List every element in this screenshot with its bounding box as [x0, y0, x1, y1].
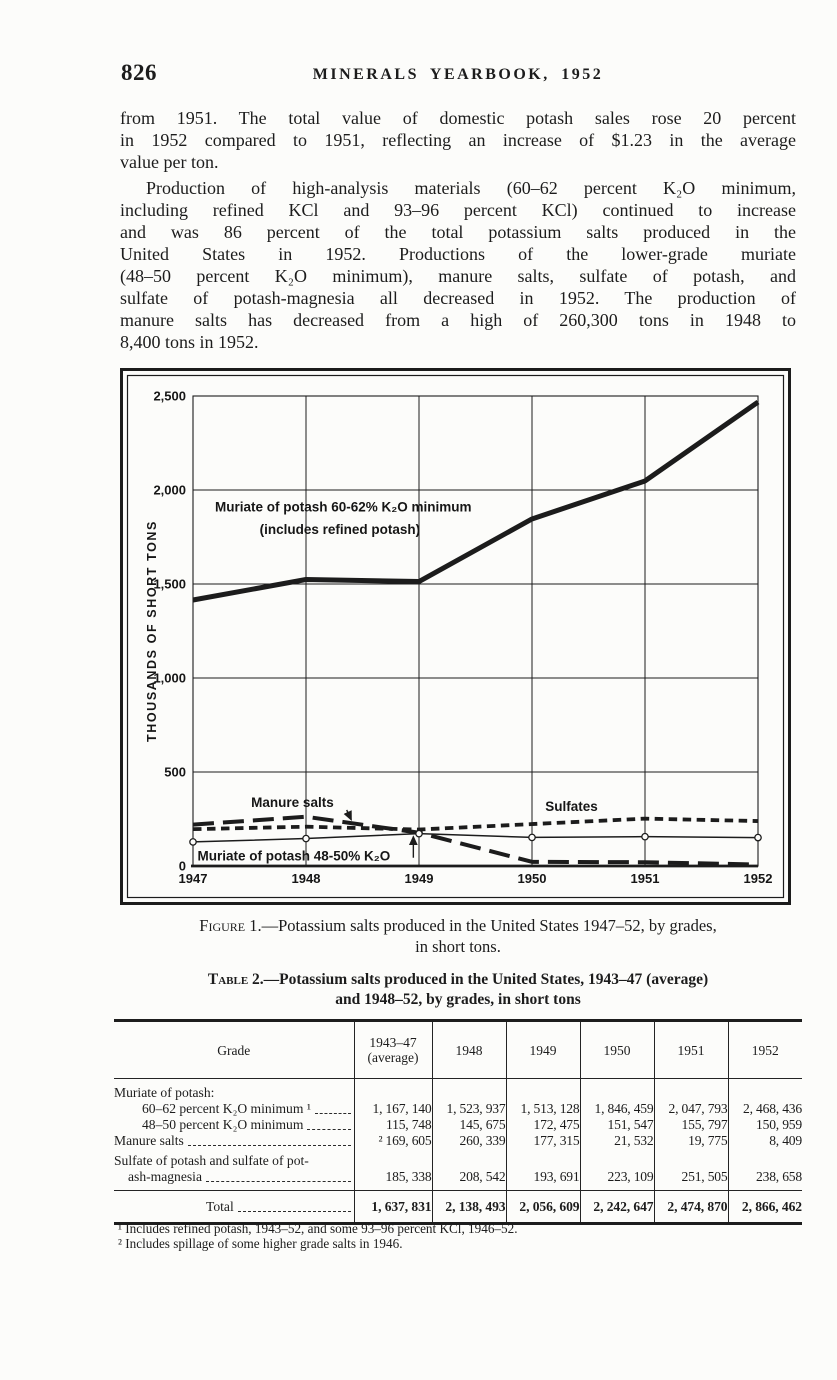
- paragraph-line: United States in 1952. Productions of th…: [120, 244, 796, 264]
- table-container: Grade 1943–47 (average) 1948 1949 1950 1…: [114, 1019, 802, 1225]
- paragraph-line: (48–50 percent K₂O minimum), manure salt…: [120, 266, 796, 286]
- svg-text:2,000: 2,000: [153, 483, 186, 498]
- paragraph-line: from 1951. The total value of domestic p…: [120, 108, 796, 128]
- svg-text:0: 0: [179, 859, 186, 874]
- table-row-60-62-muriate: 60–62 percent K₂O minimum ¹ 1, 167, 140 …: [142, 1101, 802, 1117]
- dot-leader: [187, 1145, 351, 1146]
- figure1-box: 0 500 1,000 1,500 2,000 2,500 1947 1948 1949 1950…: [120, 368, 791, 905]
- figure-caption-text: —Potassium salts produced in the United …: [261, 916, 717, 935]
- svg-text:1950: 1950: [518, 871, 547, 886]
- col-header-1948: 1948: [431, 1020, 506, 1079]
- svg-text:Manure salts: Manure salts: [251, 795, 334, 810]
- paragraph-line: Production of high-analysis materials (6…: [146, 178, 796, 198]
- col-header-1952: 1952: [727, 1020, 802, 1079]
- footnote-1: ¹ Includes refined potash, 1943–52, and …: [118, 1221, 518, 1236]
- svg-text:1949: 1949: [405, 871, 434, 886]
- svg-text:Muriate of potash 48-50% K₂O: Muriate of potash 48-50% K₂O: [198, 848, 391, 863]
- paragraph-line: including refined KCl and 93–96 percent …: [120, 200, 796, 220]
- table-row-total: Total 1, 637, 831 2, 138, 493 2, 056, 60…: [114, 1190, 802, 1224]
- svg-text:THOUSANDS OF SHORT TONS: THOUSANDS OF SHORT TONS: [145, 520, 159, 742]
- svg-text:1,000: 1,000: [153, 671, 186, 686]
- paragraph-line: value per ton.: [120, 152, 219, 172]
- potassium-salts-table: Grade 1943–47 (average) 1948 1949 1950 1…: [114, 1019, 802, 1225]
- table-header-row: Grade 1943–47 (average) 1948 1949 1950 1…: [114, 1020, 802, 1079]
- table-row-48-50-muriate: 48–50 percent K₂O minimum 115, 748 145, …: [142, 1117, 802, 1133]
- svg-text:1,500: 1,500: [153, 577, 186, 592]
- dot-leader: [237, 1210, 351, 1212]
- svg-text:1947: 1947: [179, 871, 208, 886]
- col-header-1949: 1949: [505, 1020, 580, 1079]
- page-number: 826: [121, 60, 157, 85]
- table-title-text: —Potassium salts produced in the United …: [263, 971, 709, 988]
- body-text: from 1951. The total value of domestic p…: [120, 107, 796, 353]
- col-header-grade: Grade: [114, 1020, 354, 1079]
- table-title: Table 2.—Potassium salts produced in the…: [118, 970, 798, 1010]
- paragraph-line: 8,400 tons in 1952.: [120, 332, 259, 352]
- dot-leader: [314, 1113, 351, 1114]
- svg-text:Sulfates: Sulfates: [545, 799, 598, 814]
- figure1-line-chart: 0 500 1,000 1,500 2,000 2,500 1947 1948 1949 1950…: [120, 368, 791, 905]
- table-title-line1: Table 2.—Potassium salts produced in the…: [118, 970, 798, 990]
- table-row-manure-salts: Manure salts ² 169, 605 260, 339 177, 31…: [114, 1133, 802, 1149]
- dot-leader: [205, 1181, 351, 1182]
- table-row-sulfates: Sulfate of potash and sulfate of pot- as…: [114, 1149, 802, 1191]
- paragraph-line: in 1952 compared to 1951, reflecting an …: [120, 130, 796, 150]
- figure-caption: Figure 1.—Potassium salts produced in th…: [118, 915, 798, 957]
- svg-text:Muriate of potash 60-62% K₂O m: Muriate of potash 60-62% K₂O minimum: [215, 500, 472, 515]
- svg-text:1952: 1952: [744, 871, 773, 886]
- col-header-1943-47-average: 1943–47 (average): [353, 1020, 432, 1079]
- dot-leader: [307, 1129, 351, 1130]
- svg-text:2,500: 2,500: [153, 389, 186, 404]
- svg-text:(includes refined potash): (includes refined potash): [260, 522, 421, 537]
- paragraph-line: manure salts has decreased from a high o…: [120, 310, 796, 330]
- table-label: Table 2.: [207, 971, 264, 988]
- col-header-1951: 1951: [653, 1020, 728, 1079]
- svg-text:1951: 1951: [631, 871, 660, 886]
- table-row-group-muriate: Muriate of potash:: [114, 1078, 802, 1101]
- col-header-1950: 1950: [579, 1020, 654, 1079]
- svg-text:1948: 1948: [292, 871, 321, 886]
- paragraph-line: and was 86 percent of the total potassiu…: [120, 222, 796, 242]
- figure-caption-line2: in short tons.: [415, 937, 501, 956]
- table-title-line2: and 1948–52, by grades, in short tons: [335, 991, 581, 1008]
- svg-text:500: 500: [164, 765, 186, 780]
- figure-caption-line1: Figure 1.—Potassium salts produced in th…: [118, 915, 798, 936]
- paragraph-line: sulfate of potash-magnesia all decreased…: [120, 288, 796, 308]
- figure-label: Figure 1.: [199, 916, 262, 935]
- table-footnotes: ¹ Includes refined potash, 1943–52, and …: [118, 1221, 718, 1251]
- running-header: MINERALS YEARBOOK, 1952: [312, 66, 604, 83]
- footnote-2: ² Includes spillage of some higher grade…: [118, 1236, 403, 1251]
